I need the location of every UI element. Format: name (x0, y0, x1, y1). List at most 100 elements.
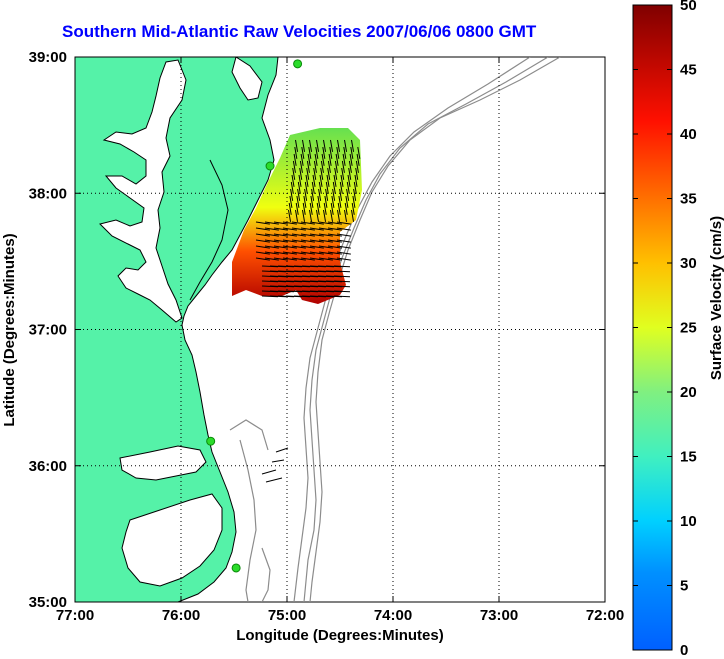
current-arrow (333, 275, 351, 278)
current-arrow (318, 251, 333, 255)
colorbar-tick-label: 50 (680, 0, 697, 14)
current-arrow (255, 251, 270, 255)
current-arrow (273, 227, 288, 231)
pamlico-sound (121, 493, 223, 587)
current-arrow (315, 146, 319, 159)
current-arrow (348, 160, 352, 173)
current-arrow (313, 167, 317, 180)
current-arrow (296, 195, 300, 208)
stray-arrows (261, 447, 289, 483)
current-arrow (318, 245, 333, 249)
current-arrow (336, 251, 351, 255)
current-arrow (328, 153, 332, 166)
current-arrow (291, 227, 306, 231)
current-arrow (309, 139, 313, 152)
current-arrow (300, 227, 315, 231)
current-arrow (306, 160, 310, 173)
station-north-marker (293, 59, 303, 69)
current-arrow (304, 181, 308, 194)
current-arrow (336, 233, 351, 237)
current-arrow (341, 160, 345, 173)
current-arrow (344, 202, 348, 215)
current-arrow (330, 209, 334, 222)
y-tick-label: 35:00 (29, 594, 67, 611)
y-tick-label: 39:00 (29, 49, 67, 66)
current-arrow (339, 181, 343, 194)
current-arrow (288, 209, 292, 222)
current-arrow (353, 188, 357, 201)
current-arrow (343, 146, 347, 159)
current-arrow (273, 245, 288, 249)
current-arrow (309, 233, 324, 237)
current-arrow (336, 257, 351, 261)
current-arrow (309, 239, 324, 243)
current-arrow (318, 188, 322, 201)
current-arrow (319, 174, 323, 187)
bathymetry-contours (229, 57, 561, 602)
x-tick-label: 73:00 (480, 607, 518, 624)
current-arrow (316, 202, 320, 215)
current-arrow (356, 153, 360, 166)
current-arrow (273, 233, 288, 237)
current-arrow (323, 202, 327, 215)
map-grid (75, 57, 605, 602)
current-arrow (292, 160, 296, 173)
current-arrow (291, 221, 306, 225)
current-arrow (291, 245, 306, 249)
current-arrow (333, 174, 337, 187)
current-arrow (264, 251, 279, 255)
y-axis: 39:00 38:00 37:00 36:00 35:00 (29, 49, 605, 611)
y-tick-label: 36:00 (29, 458, 67, 475)
current-arrow (255, 239, 270, 243)
colorbar-tick-label: 15 (680, 449, 697, 466)
current-arrow (333, 280, 351, 283)
current-arrow (309, 251, 324, 255)
current-arrow (291, 257, 306, 261)
current-arrow (302, 202, 306, 215)
current-arrow (314, 153, 318, 166)
current-arrow (339, 188, 343, 201)
current-arrow (301, 146, 305, 159)
x-tick-label: 72:00 (586, 607, 624, 624)
current-arrow (288, 202, 292, 215)
current-arrow (273, 251, 288, 255)
chesapeake-bay (99, 59, 187, 323)
current-arrow (309, 209, 313, 222)
current-arrow (327, 251, 342, 255)
current-arrow (298, 174, 302, 187)
current-arrow (320, 167, 324, 180)
current-arrow (327, 221, 342, 225)
current-arrow (320, 160, 324, 173)
current-arrow (342, 153, 346, 166)
colorbar-tick-label: 0 (680, 642, 688, 659)
current-arrow (327, 167, 331, 180)
current-arrow (327, 160, 331, 173)
current-arrow (322, 146, 326, 159)
current-arrow (273, 257, 288, 261)
current-arrow (327, 233, 342, 237)
x-tick-label: 76:00 (162, 607, 200, 624)
current-arrow (282, 233, 297, 237)
colorbar-tick-label: 20 (680, 384, 697, 401)
current-arrow (300, 239, 315, 243)
current-arrow (306, 167, 310, 180)
current-arrow (264, 227, 279, 231)
current-arrow (327, 239, 342, 243)
current-arrow (337, 139, 341, 152)
current-arrow (346, 188, 350, 201)
current-arrow (340, 174, 344, 187)
current-arrow (255, 221, 270, 225)
current-arrow (321, 153, 325, 166)
current-arrow (335, 153, 339, 166)
current-arrow (323, 209, 327, 222)
current-arrow (302, 139, 306, 152)
current-arrow (318, 257, 333, 261)
y-tick-label: 38:00 (29, 185, 67, 202)
current-arrow (333, 270, 351, 273)
current-arrow (255, 245, 270, 249)
current-arrow (329, 146, 333, 159)
station-delmarva-marker (265, 161, 275, 171)
current-arrow (300, 233, 315, 237)
y-axis-label: Latitude (Degrees:Minutes) (1, 233, 18, 426)
